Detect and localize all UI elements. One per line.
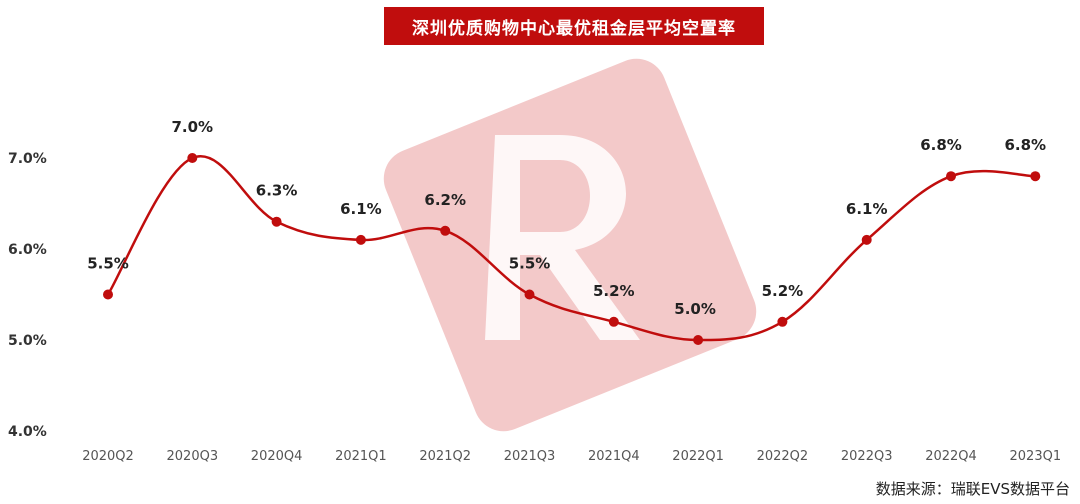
data-label: 5.5% <box>87 255 129 273</box>
y-axis: 7.0% 6.0% 5.0% 4.0% <box>8 151 47 440</box>
x-tick-label: 2021Q4 <box>588 449 640 464</box>
x-tick-label: 2022Q1 <box>672 449 724 464</box>
data-point <box>103 289 113 300</box>
data-label: 7.0% <box>171 118 213 136</box>
data-label: 6.2% <box>424 191 466 209</box>
x-tick-label: 2020Q2 <box>82 449 134 464</box>
data-point <box>777 316 788 327</box>
x-tick-label: 2022Q3 <box>841 449 893 464</box>
x-tick-label: 2021Q2 <box>419 449 471 464</box>
data-point <box>355 234 366 245</box>
watermark-logo <box>383 58 757 432</box>
data-label: 6.1% <box>846 200 888 218</box>
data-point <box>861 234 872 245</box>
data-point <box>946 171 956 182</box>
data-labels: 5.5% 7.0% 6.3% 6.1% 6.2% 5.5% 5.2% 5.0% 5.2% 6.1%… <box>87 118 1046 318</box>
y-tick-label: 4.0% <box>8 424 47 440</box>
data-point <box>440 225 451 236</box>
x-tick-label: 2021Q3 <box>504 449 556 464</box>
data-label: 5.0% <box>674 300 716 318</box>
x-axis: 2020Q2 2020Q3 2020Q4 2021Q1 2021Q2 2021Q3 2021… <box>82 449 1061 464</box>
x-tick-label: 2023Q1 <box>1010 449 1062 464</box>
data-label: 6.8% <box>1004 136 1046 154</box>
data-point <box>1030 171 1041 182</box>
series-line <box>106 154 1036 342</box>
data-point <box>524 289 535 300</box>
x-tick-label: 2020Q4 <box>251 449 303 464</box>
data-point <box>187 153 198 163</box>
data-label: 6.1% <box>340 200 382 218</box>
data-point <box>608 316 619 327</box>
data-source: 数据来源：瑞联EVS数据平台 <box>875 480 1070 498</box>
data-label: 6.8% <box>920 136 962 154</box>
data-label: 5.2% <box>593 282 635 300</box>
x-tick-label: 2022Q2 <box>757 449 809 464</box>
data-label: 5.2% <box>762 282 804 300</box>
x-tick-label: 2020Q3 <box>167 449 219 464</box>
chart-title: 深圳优质购物中心最优租金层平均空置率 <box>384 7 764 45</box>
y-tick-label: 5.0% <box>8 333 47 349</box>
data-label: 5.5% <box>509 255 551 273</box>
data-point <box>271 216 282 227</box>
y-tick-label: 6.0% <box>8 242 47 258</box>
y-tick-label: 7.0% <box>8 151 47 167</box>
data-point <box>693 335 704 345</box>
data-label: 6.3% <box>256 182 298 200</box>
data-points <box>103 153 1041 345</box>
x-tick-label: 2021Q1 <box>335 449 387 464</box>
x-tick-label: 2022Q4 <box>925 449 977 464</box>
